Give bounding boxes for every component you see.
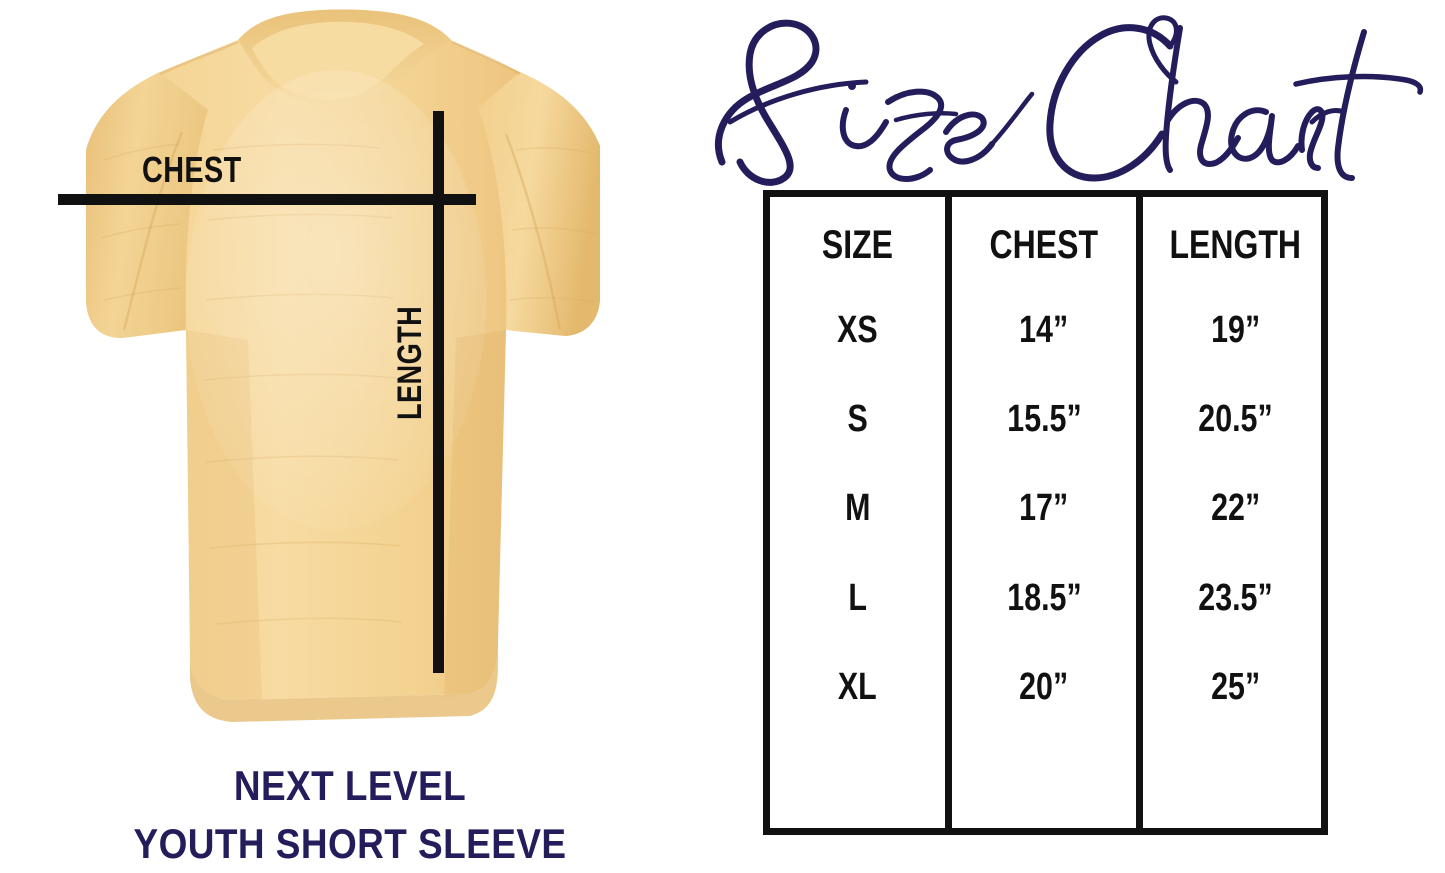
column-header-chest: CHEST bbox=[989, 223, 1099, 267]
size-chart-panel: SIZE XS S M L XL CHEST 14” 15.5” 17” 18.… bbox=[700, 0, 1445, 869]
table-row: M bbox=[844, 487, 871, 529]
tshirt-svg bbox=[86, 9, 600, 722]
table-row: XS bbox=[837, 309, 878, 351]
size-chart-script-title bbox=[715, 15, 1424, 186]
page-title bbox=[700, 2, 1445, 192]
table-column-length: LENGTH 19” 20.5” 22” 23.5” 25” bbox=[1143, 197, 1328, 828]
table-row: 22” bbox=[1210, 487, 1261, 529]
table-column-divider-1 bbox=[945, 197, 952, 828]
brand-name: NEXT LEVEL bbox=[233, 762, 467, 809]
table-row: 15.5” bbox=[1006, 398, 1082, 440]
table-row: 23.5” bbox=[1198, 577, 1273, 619]
chest-measure-label: CHEST bbox=[142, 149, 242, 190]
tshirt-image: CHEST LENGTH bbox=[0, 0, 700, 760]
table-column-chest: CHEST 14” 15.5” 17” 18.5” 20” bbox=[952, 197, 1136, 828]
table-row: 20.5” bbox=[1198, 398, 1273, 440]
table-row: S bbox=[847, 398, 868, 440]
table-row: 19” bbox=[1210, 309, 1261, 351]
product-caption: NEXT LEVEL YOUTH SHORT SLEEVE bbox=[0, 757, 700, 873]
table-row: 20” bbox=[1019, 666, 1069, 708]
table-row: XL bbox=[838, 666, 877, 708]
length-measure-label: LENGTH bbox=[391, 305, 429, 420]
size-table: SIZE XS S M L XL CHEST 14” 15.5” 17” 18.… bbox=[763, 190, 1328, 835]
table-row: 17” bbox=[1019, 487, 1069, 529]
table-column-size: SIZE XS S M L XL bbox=[770, 197, 945, 828]
table-row: L bbox=[848, 577, 867, 619]
product-style: YOUTH SHORT SLEEVE bbox=[133, 819, 567, 867]
chest-measure-line bbox=[58, 194, 476, 205]
table-row: 25” bbox=[1210, 666, 1261, 708]
table-row: 18.5” bbox=[1006, 577, 1082, 619]
column-header-length: LENGTH bbox=[1169, 223, 1302, 267]
measurement-overlay: CHEST LENGTH bbox=[0, 0, 700, 760]
shirt-illustration-panel: CHEST LENGTH NEXT LEVEL YOUTH SHORT SLEE… bbox=[0, 0, 700, 869]
table-row: 14” bbox=[1019, 309, 1069, 351]
length-measure-line bbox=[433, 111, 444, 673]
table-column-divider-2 bbox=[1136, 197, 1143, 828]
column-header-size: SIZE bbox=[821, 223, 894, 267]
